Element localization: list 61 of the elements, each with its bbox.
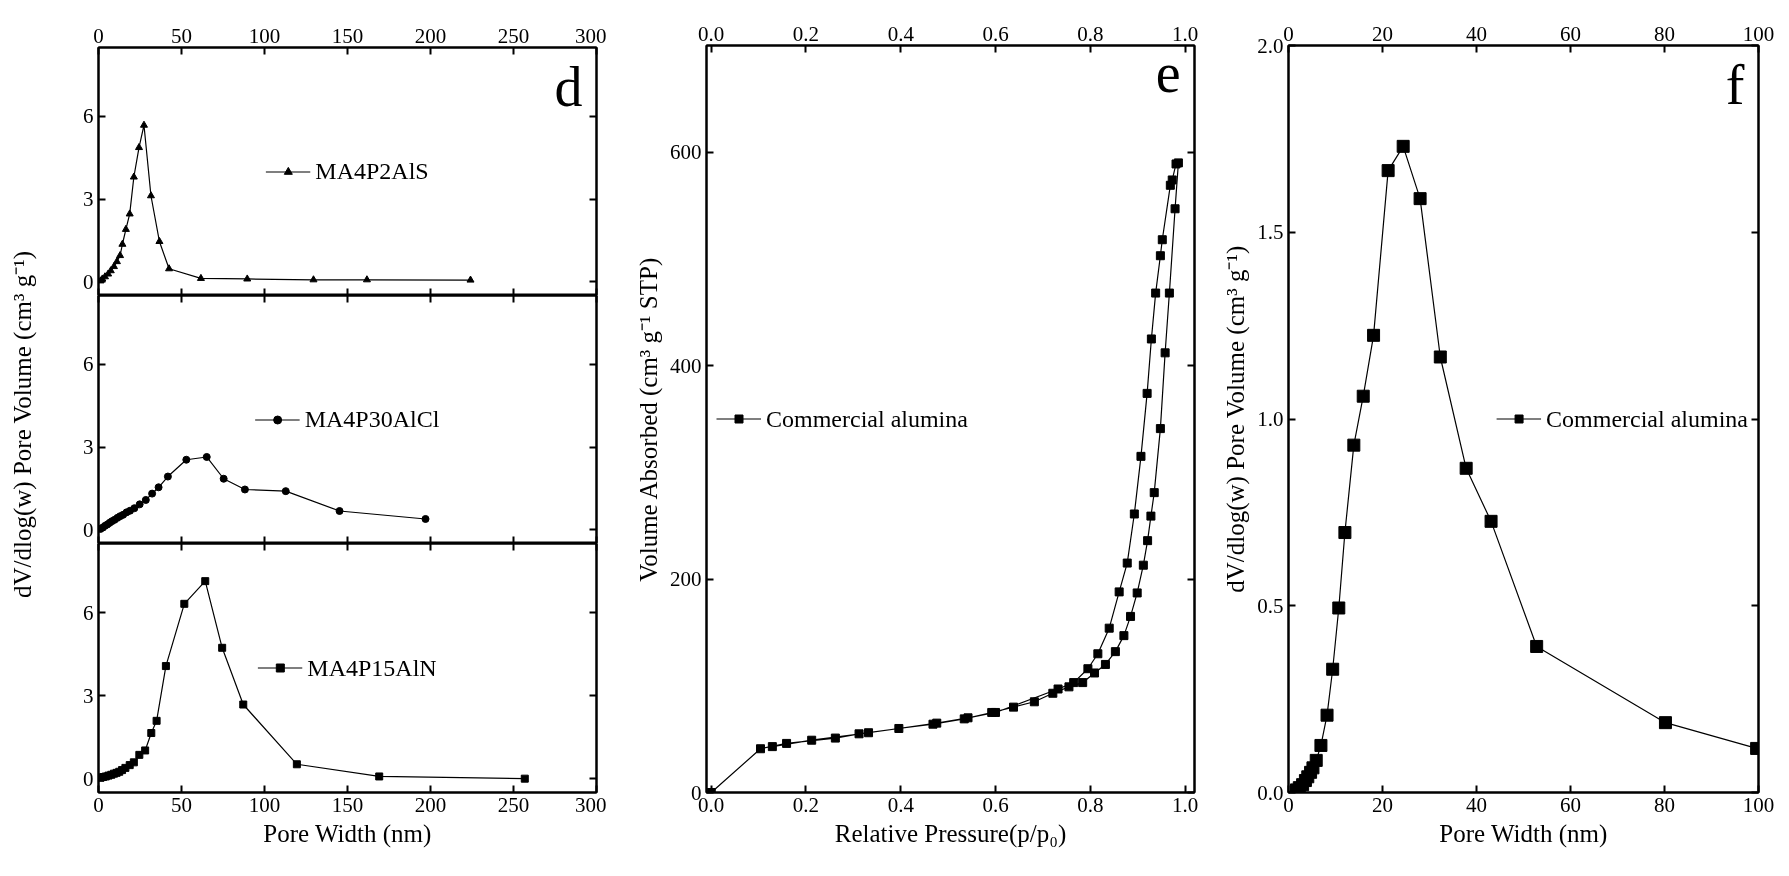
legend-label: MA4P2AlS — [315, 157, 429, 185]
x2-tick-label: 40 — [1466, 21, 1487, 46]
x-tick-label: 0.2 — [792, 792, 820, 817]
y-tick-label: 0 — [83, 269, 94, 294]
y-axis-title: dV/dlog(w) Pore Volume (cm³ g⁻¹) — [8, 250, 37, 600]
x-tick-label: 250 — [497, 792, 530, 817]
x2-tick-label: 100 — [248, 23, 281, 48]
x-axis-title: Pore Width (nm) — [263, 819, 432, 848]
y-axis-title: dV/dlog(w) Pore Volume (cm³ g⁻¹) — [1222, 245, 1251, 593]
annotation: f — [1725, 53, 1745, 116]
x2-tick-label: 100 — [1742, 21, 1775, 46]
x2-tick-label: 50 — [171, 23, 192, 48]
x-tick-label: 1.0 — [1171, 792, 1199, 817]
x2-tick-label: 300 — [575, 23, 607, 48]
y-tick-label: 6 — [83, 600, 94, 625]
x2-tick-label: 0.8 — [1077, 21, 1104, 46]
y-axis-title: Volume Absorbed (cm³ g⁻¹ STP) — [635, 257, 663, 582]
x-tick-label: 200 — [414, 792, 447, 817]
y-tick-label: 0 — [83, 517, 94, 542]
y-tick-label: 6 — [83, 104, 94, 129]
x-axis-title: Pore Width (nm) — [1439, 819, 1608, 848]
legend-label: Commercial alumina — [1546, 405, 1748, 432]
x2-tick-label: 200 — [414, 23, 447, 48]
x-tick-label: 100 — [248, 792, 281, 817]
x-tick-label: 80 — [1654, 792, 1675, 817]
y-tick-label: 3 — [83, 187, 94, 212]
legend-label: MA4P30AlCl — [304, 405, 440, 433]
y-tick-label: 1.0 — [1257, 407, 1284, 431]
y-tick-label: 3 — [83, 683, 94, 708]
x-tick-label: 100 — [1742, 792, 1775, 817]
y-tick-label: 200 — [670, 567, 702, 592]
x-tick-label: 0.6 — [982, 792, 1009, 817]
annotation: d — [554, 55, 583, 118]
x-axis-title: Relative Pressure(p/p₀) — [834, 819, 1067, 848]
x-tick-label: 20 — [1372, 792, 1393, 817]
y-tick-label: 6 — [83, 352, 94, 377]
x2-tick-label: 60 — [1560, 21, 1581, 46]
x2-tick-label: 250 — [497, 23, 530, 48]
x-tick-label: 0.4 — [887, 792, 915, 817]
y-tick-label: 600 — [670, 140, 702, 165]
x-tick-label: 60 — [1560, 792, 1581, 817]
y-tick-label: 0 — [83, 766, 94, 791]
x-tick-label: 50 — [171, 792, 192, 817]
x2-tick-label: 150 — [331, 23, 364, 48]
y-tick-label: 2.0 — [1257, 33, 1284, 58]
y-tick-label: 3 — [83, 435, 94, 460]
y-tick-label: 400 — [670, 353, 702, 378]
x-tick-label: 150 — [331, 792, 364, 817]
legend-label: MA4P15AlN — [307, 654, 437, 681]
x-tick-label: 40 — [1466, 792, 1487, 817]
x2-tick-label: 0.4 — [887, 21, 915, 46]
x2-tick-label: 20 — [1372, 21, 1393, 46]
x-tick-label: 0.8 — [1077, 792, 1104, 817]
y-tick-label: 0.5 — [1257, 593, 1284, 618]
x2-tick-label: 80 — [1654, 21, 1675, 46]
legend-label: Commercial alumina — [766, 405, 968, 432]
x2-tick-label: 0.2 — [792, 21, 820, 46]
x-tick-label: 300 — [575, 792, 607, 817]
x2-tick-label: 0.6 — [982, 21, 1009, 46]
y-tick-label: 1.5 — [1257, 220, 1284, 245]
x2-tick-label: 0.0 — [698, 21, 725, 46]
